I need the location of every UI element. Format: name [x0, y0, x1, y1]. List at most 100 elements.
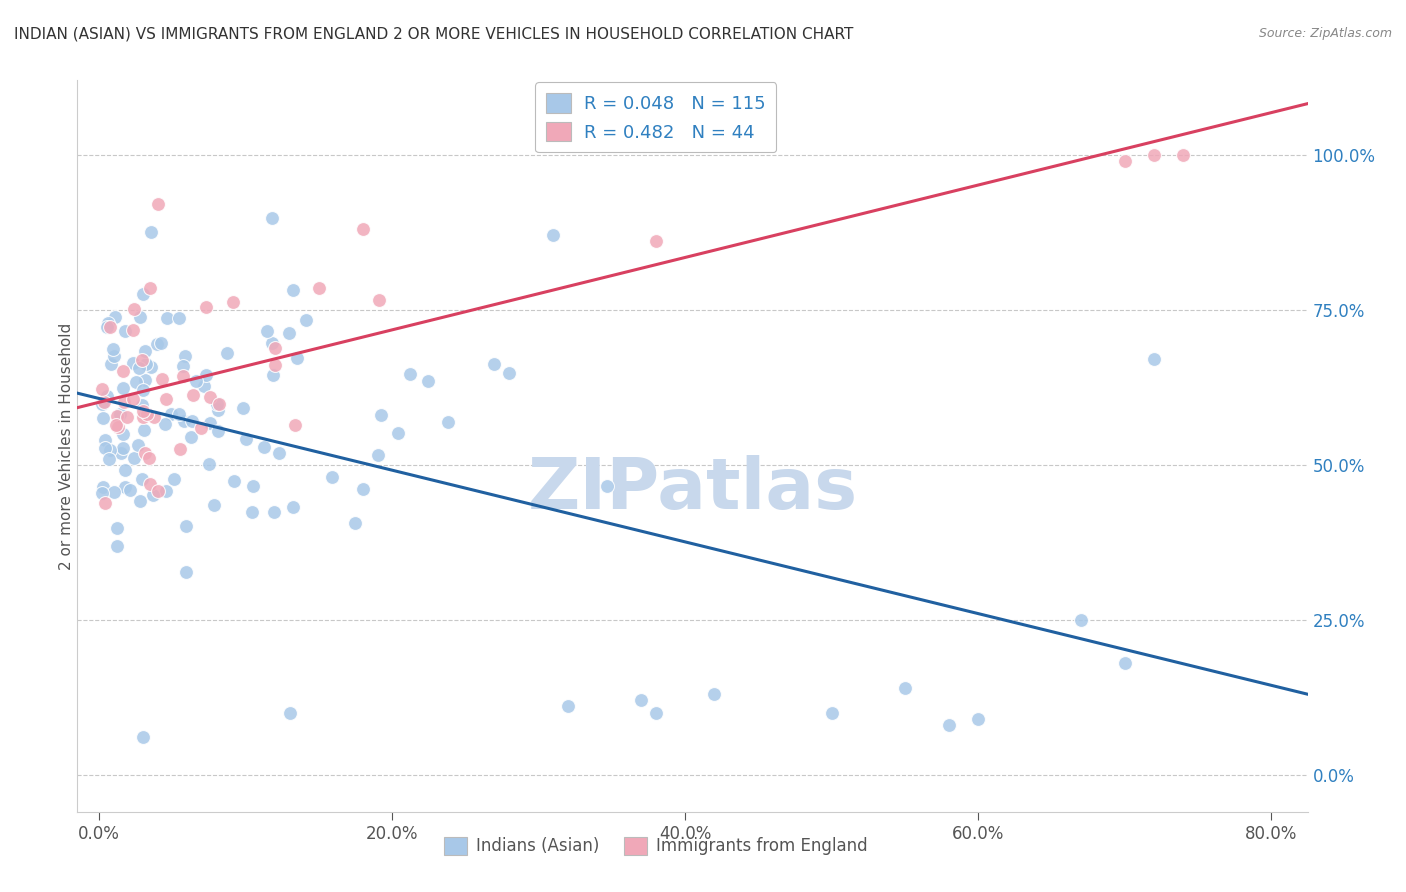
Point	[146, 484, 169, 499]
Point	[207, 425, 229, 439]
Point	[436, 415, 458, 429]
Point	[94, 434, 117, 448]
Point	[498, 366, 520, 380]
Point	[198, 390, 221, 404]
Point	[108, 407, 131, 421]
Point	[1143, 147, 1166, 161]
Point	[132, 731, 155, 745]
Point	[269, 446, 291, 460]
Point	[103, 485, 125, 500]
Point	[139, 281, 162, 295]
Point	[1114, 153, 1136, 168]
Point	[232, 401, 254, 416]
Point	[256, 324, 278, 338]
Point	[221, 295, 243, 310]
Point	[128, 310, 150, 324]
Point	[308, 281, 330, 295]
Point	[121, 392, 143, 407]
Point	[167, 407, 190, 421]
Point	[278, 706, 301, 720]
Point	[262, 368, 284, 383]
Point	[112, 442, 135, 456]
Point	[124, 302, 146, 317]
Point	[1143, 352, 1166, 367]
Point	[118, 483, 141, 497]
Point	[224, 474, 246, 488]
Point	[94, 496, 117, 510]
Point	[281, 500, 304, 514]
Point	[91, 382, 114, 396]
Text: ZIPatlas: ZIPatlas	[527, 456, 858, 524]
Point	[284, 418, 307, 433]
Point	[135, 357, 157, 371]
Point	[703, 687, 725, 701]
Point	[110, 445, 132, 459]
Point	[263, 505, 285, 519]
Point	[93, 441, 115, 455]
Point	[484, 357, 506, 371]
Point	[181, 413, 204, 427]
Point	[139, 225, 162, 239]
Point	[112, 426, 135, 441]
Point	[184, 374, 207, 388]
Point	[131, 472, 153, 486]
Point	[114, 480, 136, 494]
Point	[543, 228, 565, 243]
Point	[321, 470, 343, 484]
Point	[105, 521, 128, 535]
Point	[100, 357, 122, 371]
Point	[278, 326, 301, 340]
Point	[125, 375, 148, 389]
Point	[146, 197, 169, 211]
Point	[132, 409, 155, 424]
Point	[142, 488, 165, 502]
Point	[193, 378, 215, 392]
Point	[142, 410, 165, 425]
Text: Source: ZipAtlas.com: Source: ZipAtlas.com	[1258, 27, 1392, 40]
Point	[155, 484, 177, 499]
Point	[557, 699, 579, 714]
Point	[198, 416, 221, 430]
Point	[240, 505, 263, 519]
Point	[367, 293, 389, 307]
Point	[1171, 147, 1194, 161]
Point	[262, 336, 284, 351]
Point	[159, 407, 181, 421]
Point	[146, 336, 169, 351]
Point	[135, 407, 157, 421]
Point	[105, 539, 128, 553]
Point	[387, 426, 409, 441]
Point	[138, 451, 160, 466]
Point	[105, 409, 128, 423]
Point	[114, 463, 136, 477]
Point	[343, 516, 366, 530]
Point	[97, 318, 120, 332]
Point	[150, 372, 173, 386]
Point	[198, 457, 221, 471]
Point	[103, 310, 125, 324]
Point	[122, 356, 145, 370]
Point	[139, 477, 162, 491]
Point	[242, 479, 264, 493]
Point	[131, 353, 153, 368]
Point	[153, 417, 176, 431]
Point	[172, 359, 194, 373]
Point	[370, 409, 392, 423]
Point	[122, 323, 145, 337]
Point	[169, 442, 191, 456]
Point	[176, 565, 198, 579]
Point	[128, 361, 150, 376]
Point	[128, 494, 150, 508]
Point	[115, 409, 138, 424]
Point	[107, 420, 129, 434]
Point	[367, 448, 389, 462]
Point	[207, 397, 229, 411]
Point	[938, 718, 960, 732]
Point	[967, 712, 990, 726]
Point	[644, 235, 666, 249]
Point	[285, 351, 308, 366]
Point	[163, 472, 186, 486]
Point	[260, 211, 283, 225]
Point	[169, 310, 191, 325]
Point	[93, 480, 115, 494]
